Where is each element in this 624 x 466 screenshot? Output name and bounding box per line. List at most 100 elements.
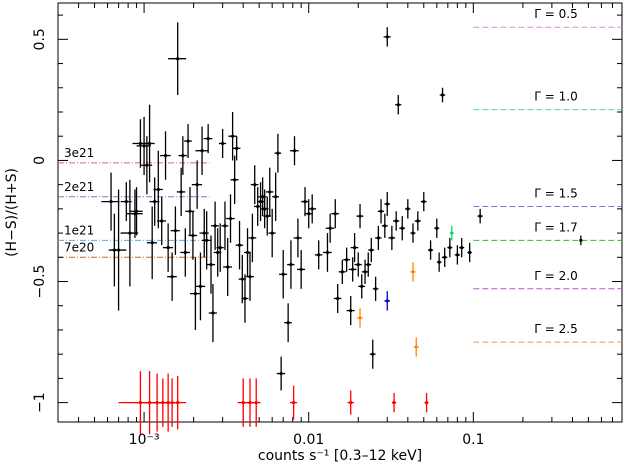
point-marker <box>191 233 195 238</box>
data-point <box>223 237 232 297</box>
point-marker <box>183 250 187 255</box>
point-marker <box>443 255 447 259</box>
data-point <box>191 160 203 209</box>
data-point <box>241 274 249 323</box>
point-marker <box>261 195 265 199</box>
data-point <box>178 136 187 175</box>
data-point <box>331 199 340 229</box>
data-point <box>420 191 427 212</box>
point-marker <box>406 207 410 211</box>
point-marker <box>360 284 364 288</box>
point-marker <box>292 401 296 405</box>
data-point <box>216 223 224 272</box>
point-marker <box>216 250 220 255</box>
point-marker <box>243 296 247 301</box>
data-point <box>325 213 335 243</box>
data-point <box>413 337 419 357</box>
data-point <box>383 27 391 47</box>
data-point <box>391 392 397 413</box>
point-marker <box>221 141 225 146</box>
data-point <box>410 223 416 243</box>
data-point <box>160 131 171 180</box>
data-point <box>384 191 391 217</box>
data-point <box>136 116 151 175</box>
data-point <box>346 296 355 326</box>
point-marker <box>170 275 174 279</box>
data-point <box>208 283 217 343</box>
point-marker <box>163 153 168 158</box>
point-marker <box>468 250 472 255</box>
data-point <box>211 201 219 251</box>
data-point <box>250 165 259 205</box>
data-point <box>447 237 453 258</box>
point-marker <box>385 299 389 303</box>
data-point <box>356 204 364 229</box>
data-point <box>297 250 306 289</box>
data-point <box>213 228 222 277</box>
point-marker <box>256 204 260 209</box>
data-point <box>129 187 143 236</box>
point-marker <box>250 236 255 240</box>
data-point <box>199 208 209 258</box>
data-point <box>347 390 354 415</box>
point-marker <box>205 238 209 242</box>
data-point <box>354 252 362 277</box>
point-marker <box>202 231 206 235</box>
x-tick-label: 0.1 <box>462 432 484 448</box>
point-marker <box>209 262 213 267</box>
data-point <box>188 211 198 260</box>
point-marker <box>241 401 245 405</box>
data-point <box>101 172 120 231</box>
data-point <box>232 136 241 161</box>
data-point <box>189 257 201 330</box>
data-point <box>441 247 448 267</box>
data-point <box>162 223 174 272</box>
point-marker <box>400 226 404 230</box>
data-point <box>195 126 209 175</box>
gamma-line-label: Γ = 1.7 <box>534 220 577 234</box>
point-marker <box>411 270 415 274</box>
point-marker <box>213 224 217 228</box>
point-marker <box>226 265 230 269</box>
data-point <box>439 87 446 103</box>
gamma-line-label: Γ = 1.5 <box>534 186 577 200</box>
point-marker <box>145 163 149 167</box>
point-marker <box>363 270 367 274</box>
y-tick-label: 0 <box>32 156 48 165</box>
point-marker <box>200 149 204 153</box>
data-point <box>203 124 213 154</box>
point-marker <box>179 190 183 194</box>
point-marker <box>390 236 394 240</box>
gamma-line-label: Γ = 1.0 <box>534 90 577 104</box>
point-marker <box>336 296 340 301</box>
data-point <box>248 213 257 263</box>
data-point <box>395 95 402 115</box>
point-marker <box>116 248 121 252</box>
point-marker <box>369 248 373 252</box>
data-point <box>263 196 271 236</box>
data-point <box>180 228 190 277</box>
point-marker <box>133 212 137 216</box>
data-point <box>368 237 375 263</box>
point-marker <box>289 262 293 267</box>
point-marker <box>173 229 178 233</box>
point-marker <box>176 57 180 61</box>
data-point <box>120 179 139 287</box>
point-marker <box>198 284 203 288</box>
data-point <box>414 211 421 231</box>
point-marker <box>188 209 192 213</box>
y-tick-label: −1 <box>32 392 48 413</box>
data-point <box>245 252 254 301</box>
point-marker <box>383 224 387 228</box>
point-marker <box>435 226 439 230</box>
point-marker <box>248 275 252 279</box>
data-point <box>184 124 192 159</box>
point-marker <box>237 243 242 247</box>
data-point <box>293 218 302 258</box>
point-marker <box>274 195 278 199</box>
point-marker <box>193 292 198 296</box>
data-point <box>399 216 406 241</box>
point-marker <box>422 200 426 204</box>
point-marker <box>303 200 307 204</box>
data-point <box>307 194 317 224</box>
